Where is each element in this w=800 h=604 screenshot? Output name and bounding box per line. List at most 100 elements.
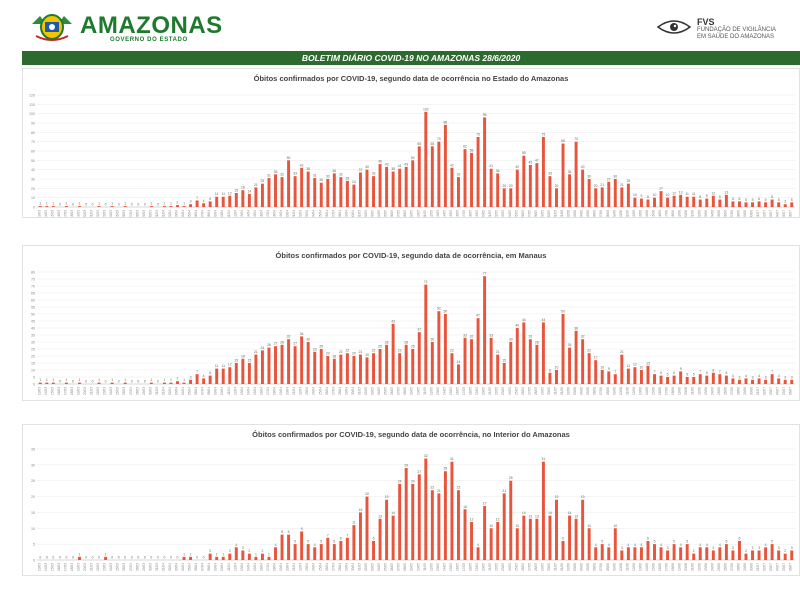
data-label: 0 [131,556,133,560]
bar [430,490,434,560]
data-label: 45 [528,161,532,165]
x-tick-label: 13/05 [436,563,440,571]
data-label: 28 [404,340,408,344]
x-tick-label: 23/05 [501,210,505,217]
data-label: 3 [190,375,192,379]
bar [247,363,251,384]
bar [372,176,375,207]
data-label: 9 [706,194,708,198]
data-label: 2 [248,549,250,553]
bar [737,379,741,384]
data-label: 38 [574,326,578,330]
x-tick-label: 28/06 [736,210,740,217]
bar [541,137,545,207]
data-label: 15 [234,189,238,193]
x-tick-label: 18/03 [70,387,74,395]
data-label: 52 [437,307,441,311]
data-label: 50 [411,156,415,160]
data-label: 11 [215,192,219,196]
data-label: 42 [450,163,454,167]
data-label: 25 [261,179,265,183]
x-tick-label: 22/04 [299,387,303,395]
data-label: 8 [771,195,773,199]
data-label: 0 [196,556,198,560]
data-label: 32 [424,454,428,458]
data-label: 1 [65,378,67,382]
data-label: 71 [424,280,428,284]
bar [300,167,304,207]
x-tick-label: 16/06 [658,387,662,395]
data-label: 75 [542,133,546,137]
data-label: 1 [124,378,126,382]
data-label: 9 [301,527,303,531]
data-label: 11 [685,192,689,196]
data-label: 43 [385,162,389,166]
data-label: 1 [111,378,113,382]
x-tick-label: 03/05 [371,387,375,395]
x-tick-label: 29/04 [344,563,348,571]
x-tick-label: 29/05 [540,387,544,395]
bar [711,372,715,384]
bar [110,382,114,384]
data-label: 0 [118,203,120,207]
data-label: 1 [79,202,81,206]
x-tick-label: 13/05 [436,387,440,395]
x-tick-label: 21/04 [292,563,296,571]
data-label: 40 [581,165,585,169]
bar [770,199,774,207]
data-label: 41 [489,164,493,168]
data-label: 1 [46,202,48,206]
bar [620,354,624,384]
data-label: 24 [352,180,356,184]
bar [515,328,519,384]
x-tick-label: 19/05 [475,563,479,571]
bar [398,483,402,560]
data-label: 11 [221,364,225,368]
bar [737,201,741,207]
x-tick-label: 06/04 [194,210,198,217]
x-tick-label: 21/05 [488,387,492,395]
data-label: 0 [85,380,87,384]
data-label: 75 [476,133,480,137]
bar [169,382,173,384]
data-label: 1 [98,202,100,206]
data-label: 18 [241,186,245,190]
data-label: 5 [745,198,747,202]
bar [300,531,304,560]
data-label: 0 [118,380,120,384]
data-label: 1 [52,378,54,382]
bar [176,205,179,207]
data-label: 26 [267,343,271,347]
x-tick-label: 25/05 [514,563,518,571]
data-label: 11 [221,192,225,196]
data-label: 1 [216,552,218,556]
data-label: 5 [686,540,688,544]
data-label: 7 [327,533,329,537]
x-tick-label: 27/05 [527,210,531,217]
bar [633,367,637,384]
data-label: 32 [470,335,474,339]
data-label: 1 [111,202,113,206]
x-tick-label: 20/05 [482,210,486,217]
bar [267,556,271,560]
bar [319,544,323,560]
bar [483,276,487,384]
x-tick-label: 16/03 [57,563,61,571]
bar [202,203,206,207]
data-label: 6 [209,371,211,375]
data-label: 21 [496,350,500,354]
bar [313,178,317,207]
bar [620,550,624,560]
x-tick-label: 24/05 [508,210,512,217]
data-label: 33 [548,172,552,176]
x-tick-label: 03/06 [573,563,577,571]
bar [515,169,519,207]
x-tick-label: 14/05 [442,563,446,571]
x-tick-label: 22/05 [495,563,499,571]
bar [443,314,447,384]
x-tick-label: 07/05 [397,387,401,395]
bar [496,354,500,384]
data-label: 7 [614,370,616,374]
x-tick-label: 03/04 [174,210,178,217]
data-label: 25 [378,345,382,349]
